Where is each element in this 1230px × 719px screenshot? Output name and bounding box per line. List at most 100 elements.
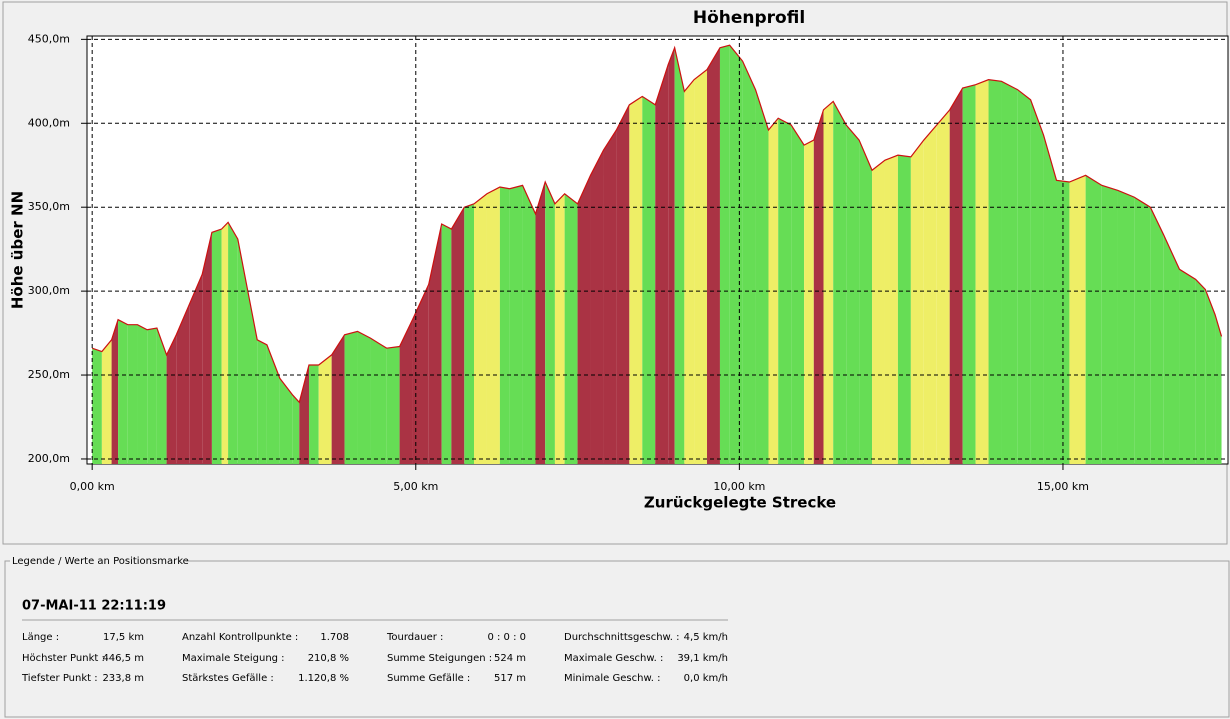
profile-fill xyxy=(988,79,1002,464)
profile-fill xyxy=(1205,289,1216,464)
profile-fill xyxy=(629,96,643,465)
profile-fill xyxy=(127,324,138,464)
profile-fill xyxy=(577,175,591,464)
y-tick-label: 300,0m xyxy=(28,284,70,297)
profile-fill xyxy=(118,319,128,464)
profile-fill xyxy=(707,47,720,464)
profile-fill xyxy=(499,187,510,464)
profile-line xyxy=(91,44,1223,404)
profile-fill xyxy=(399,319,413,464)
stat-label: Tiefster Punkt : xyxy=(21,673,98,684)
profile-fill xyxy=(451,207,465,464)
stat-label: Tourdauer : xyxy=(386,632,443,643)
profile-fill xyxy=(554,193,565,464)
timestamp: 07-MAI-11 22:11:19 xyxy=(22,599,166,614)
profile-fill xyxy=(535,182,546,464)
profile-fill xyxy=(166,334,177,464)
y-tick-label: 200,0m xyxy=(28,452,70,465)
profile-fill xyxy=(962,84,976,465)
stat-label: Summe Steigungen : xyxy=(387,653,492,664)
stat-value: 0 : 0 : 0 xyxy=(487,632,526,643)
profile-fill xyxy=(1134,197,1151,465)
profile-fill xyxy=(176,304,190,464)
profile-fill xyxy=(778,118,792,464)
profile-fill xyxy=(331,334,345,464)
profile-fill xyxy=(147,328,157,464)
profile-fill xyxy=(755,89,769,464)
profile-fill xyxy=(308,364,319,464)
profile-fill xyxy=(742,61,756,464)
stat-value: 1.120,8 % xyxy=(298,673,349,684)
profile-fill xyxy=(545,182,555,464)
profile-fill xyxy=(318,354,332,464)
profile-fill xyxy=(936,109,950,464)
profile-fill xyxy=(522,185,536,465)
profile-fill xyxy=(603,129,617,464)
profile-fill xyxy=(674,47,685,464)
profile-fill xyxy=(441,223,452,464)
x-axis-label: Zurückgelegte Strecke xyxy=(644,494,836,512)
profile-fill xyxy=(344,331,358,464)
stat-value: 517 m xyxy=(494,673,526,684)
profile-fill xyxy=(92,348,102,464)
profile-fill xyxy=(1101,185,1118,465)
profile-fill xyxy=(202,232,212,464)
profile-fill xyxy=(884,155,898,464)
profile-fill xyxy=(1215,314,1222,464)
profile-fill xyxy=(910,140,924,464)
stat-label: Maximale Geschw. : xyxy=(564,653,663,664)
stat-label: Maximale Steigung : xyxy=(182,653,285,664)
profile-fill xyxy=(729,45,743,464)
profile-fill xyxy=(791,124,805,465)
profile-fill xyxy=(292,395,300,464)
profile-fill xyxy=(509,185,523,465)
profile-fill xyxy=(1085,175,1102,464)
profile-fill xyxy=(156,328,167,464)
profile-fill xyxy=(1069,175,1086,464)
profile-fill xyxy=(872,160,885,464)
chart-title: Höhenprofil xyxy=(693,8,805,28)
profile-fill xyxy=(237,239,248,464)
profile-fill xyxy=(247,289,258,464)
x-tick-label: 10,00 km xyxy=(713,480,765,493)
stat-value: 39,1 km/h xyxy=(677,653,728,664)
profile-fill xyxy=(257,339,267,464)
profile-fill xyxy=(975,79,989,464)
profile-fill xyxy=(228,222,238,464)
profile-fill xyxy=(923,124,937,465)
profile-fill xyxy=(616,104,630,465)
profile-fill xyxy=(655,64,669,465)
stat-value: 0,0 km/h xyxy=(684,673,728,684)
x-tick-label: 5,00 km xyxy=(393,480,438,493)
profile-fill xyxy=(642,96,656,465)
profile-fill xyxy=(211,229,222,464)
x-tick-label: 15,00 km xyxy=(1037,480,1089,493)
profile-fill xyxy=(813,109,824,464)
profile-fill xyxy=(1150,207,1164,464)
profile-fill xyxy=(1017,89,1031,464)
legend-group xyxy=(4,560,1230,718)
stat-label: Anzahl Kontrollpunkte : xyxy=(182,632,298,643)
profile-fill xyxy=(719,45,730,464)
stat-label: Durchschnittsgeschw. : xyxy=(564,632,680,643)
profile-fill xyxy=(949,88,963,464)
y-tick-label: 450,0m xyxy=(28,32,70,45)
x-tick-label: 0,00 km xyxy=(70,480,115,493)
profile-fill xyxy=(299,364,309,464)
profile-fill xyxy=(590,150,604,464)
profile-fill xyxy=(137,324,148,464)
stat-value: 210,8 % xyxy=(308,653,349,664)
profile-fill xyxy=(1117,190,1135,464)
profile-fill xyxy=(1195,279,1206,464)
profile-fill xyxy=(357,331,371,464)
profile-fill xyxy=(111,319,119,464)
y-tick-label: 250,0m xyxy=(28,368,70,381)
y-tick-label: 350,0m xyxy=(28,200,70,213)
stat-value: 17,5 km xyxy=(103,632,144,643)
stat-value: 446,5 m xyxy=(102,653,144,664)
stat-label: Minimale Geschw. : xyxy=(564,673,660,684)
stat-label: Länge : xyxy=(22,632,59,643)
stat-value: 524 m xyxy=(494,653,526,664)
